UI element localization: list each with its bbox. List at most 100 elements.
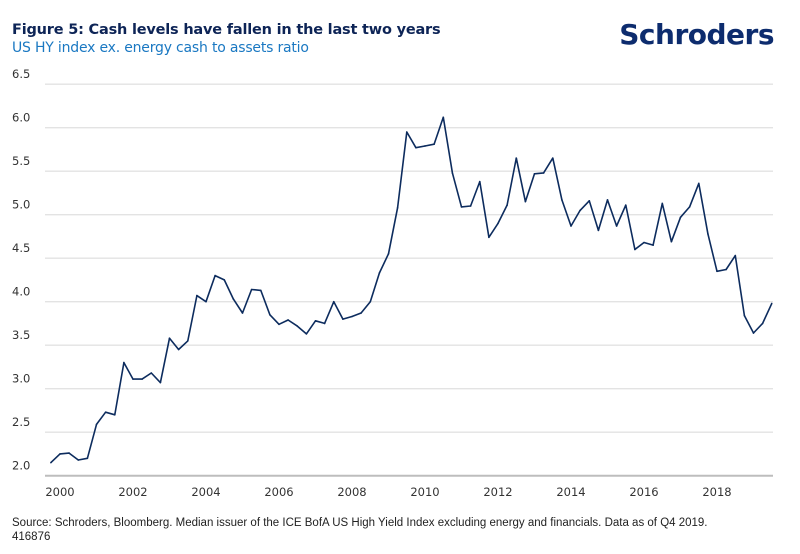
data-point [679, 216, 682, 219]
data-point [86, 457, 89, 460]
data-point [378, 272, 381, 274]
data-point [396, 206, 399, 209]
y-tick-label: 2.5 [12, 415, 30, 429]
series-layer [50, 116, 773, 464]
data-point [342, 318, 344, 320]
data-point [734, 254, 737, 257]
data-point [606, 199, 609, 201]
data-point [287, 319, 289, 321]
data-point [752, 332, 755, 334]
data-point [488, 236, 490, 239]
data-point [332, 300, 335, 303]
chart-subtitle: US HY index ex. energy cash to assets ra… [12, 40, 309, 56]
data-point [433, 143, 435, 146]
data-point [506, 204, 508, 206]
data-point [223, 279, 226, 281]
data-point [269, 313, 271, 316]
data-point [524, 200, 527, 203]
y-tick-label: 6.5 [12, 67, 30, 81]
y-axis-ticks: 2.0 2.5 3.0 3.5 4.0 4.5 5.0 5.5 6.0 6.5 [12, 67, 30, 473]
data-point [360, 312, 362, 314]
data-point [579, 209, 581, 212]
x-tick-label: 2006 [264, 485, 293, 499]
y-tick-label: 6.0 [12, 111, 30, 125]
data-point [725, 268, 727, 271]
data-point [515, 157, 518, 159]
data-point [597, 229, 600, 232]
data-point [177, 348, 180, 351]
data-point [123, 361, 125, 364]
data-point [387, 253, 390, 255]
y-tick-label: 5.0 [12, 198, 30, 212]
data-point [205, 300, 207, 303]
data-point [478, 180, 481, 183]
data-point [551, 157, 554, 159]
data-point [113, 414, 116, 416]
data-point [278, 323, 280, 326]
y-tick-label: 2.0 [12, 459, 30, 473]
data-point [159, 381, 162, 384]
data-point [761, 322, 764, 325]
data-point [661, 202, 664, 205]
data-point [314, 320, 317, 322]
data-point [670, 240, 673, 243]
data-point [624, 204, 627, 206]
data-point [77, 459, 80, 461]
gridlines [45, 83, 773, 477]
data-point [68, 452, 70, 454]
data-point [150, 372, 153, 374]
data-point [451, 172, 454, 174]
y-tick-label: 3.0 [12, 372, 30, 386]
data-point [95, 423, 98, 426]
data-point [561, 199, 563, 201]
data-point [305, 333, 308, 335]
chart-code: 416876 [12, 531, 51, 543]
data-point [570, 225, 572, 227]
data-point [588, 199, 591, 202]
data-point [615, 225, 618, 227]
x-tick-label: 2014 [556, 485, 585, 499]
data-point [351, 315, 353, 318]
data-point [469, 205, 472, 207]
x-tick-label: 2008 [337, 485, 366, 499]
data-point [405, 131, 408, 133]
y-tick-label: 5.5 [12, 154, 30, 168]
chart-title: Figure 5: Cash levels have fallen in the… [12, 22, 441, 38]
data-point [707, 233, 709, 235]
schroders-logo: Schroders [619, 18, 774, 51]
data-point [652, 244, 654, 246]
data-point [186, 340, 189, 342]
data-point [697, 182, 700, 185]
y-tick-label: 4.0 [12, 285, 30, 299]
data-point [196, 294, 198, 297]
data-point [323, 322, 326, 325]
data-point [214, 274, 216, 277]
data-point [497, 222, 499, 225]
data-point [50, 461, 52, 464]
data-point [716, 270, 718, 273]
data-point [104, 411, 107, 413]
data-point [250, 288, 253, 291]
data-point [643, 241, 645, 244]
x-axis-ticks: 2000 2002 2004 2006 2008 2010 2012 2014 2016 2018 [45, 485, 731, 499]
data-point [168, 337, 171, 340]
x-tick-label: 2012 [483, 485, 512, 499]
series-line [50, 116, 773, 464]
data-point [460, 206, 463, 208]
data-point [634, 248, 636, 251]
data-point [743, 314, 746, 317]
data-point [542, 172, 545, 174]
x-tick-label: 2002 [118, 485, 147, 499]
data-point [296, 325, 299, 327]
footer: Source: Schroders, Bloomberg. Median iss… [12, 516, 708, 544]
data-point [59, 453, 61, 455]
data-point [770, 302, 773, 305]
data-point [415, 146, 417, 149]
x-tick-label: 2018 [702, 485, 731, 499]
data-point [533, 173, 536, 175]
data-point [369, 300, 372, 303]
data-point [132, 378, 134, 380]
data-point [259, 289, 262, 292]
data-point [232, 298, 235, 300]
